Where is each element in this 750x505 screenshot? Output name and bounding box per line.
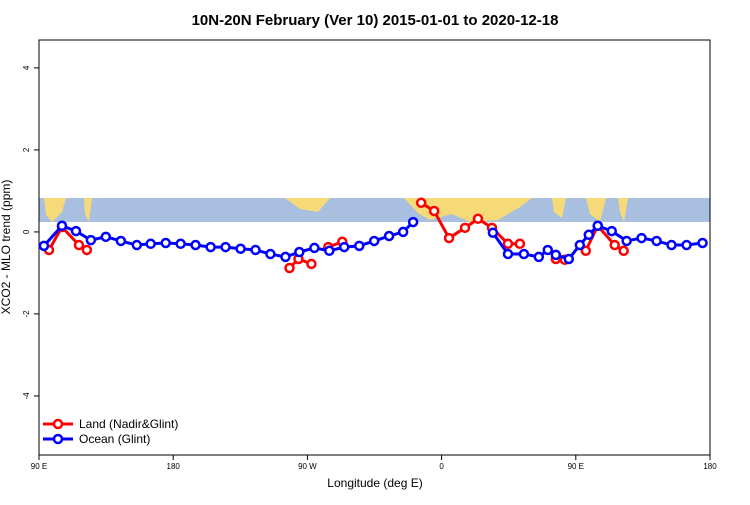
data-point [518, 248, 530, 260]
data-point [205, 241, 216, 253]
legend-label: Land (Nadir&Glint) [79, 417, 178, 431]
data-point [697, 237, 708, 249]
data-point [368, 235, 380, 247]
x-tick-label: 0 [439, 462, 444, 471]
data-point [502, 248, 514, 260]
x-tick-label: 180 [167, 462, 181, 471]
data-point [415, 197, 427, 209]
data-point [609, 239, 620, 251]
data-point [472, 213, 484, 225]
y-tick-label: -4 [22, 392, 31, 400]
data-point [459, 222, 471, 234]
data-point [160, 237, 171, 249]
data-point [621, 235, 632, 247]
legend: Land (Nadir&Glint)Ocean (Glint) [43, 417, 178, 446]
map-land [552, 198, 566, 218]
data-point [592, 220, 603, 232]
data-point [265, 248, 276, 260]
series-line [42, 221, 415, 259]
data-point [487, 227, 499, 238]
data-point [115, 235, 127, 247]
data-point [574, 239, 586, 251]
map-ocean [39, 198, 710, 222]
data-point [100, 231, 112, 243]
data-point [73, 239, 85, 251]
data-point [70, 225, 82, 237]
data-point [407, 216, 419, 228]
data-point [284, 262, 295, 274]
data-point [280, 251, 291, 263]
data-point [636, 232, 647, 244]
x-tick-label: 180 [703, 462, 717, 471]
data-point [533, 251, 545, 263]
data-point [131, 239, 143, 251]
data-point [514, 238, 526, 250]
data-point [580, 245, 592, 257]
y-tick-label: -2 [22, 310, 31, 318]
data-point [235, 243, 246, 254]
data-point [651, 235, 662, 247]
data-point [443, 232, 455, 244]
data-point [338, 241, 350, 253]
data-point [618, 245, 629, 257]
data-point [354, 240, 365, 252]
data-point [175, 238, 186, 250]
chart-title: 10N-20N February (Ver 10) 2015-01-01 to … [192, 12, 559, 29]
data-point [56, 220, 68, 232]
data-point [145, 238, 156, 250]
x-tick-label: 90 E [31, 462, 47, 471]
data-point [397, 226, 409, 238]
map-land [84, 198, 92, 222]
legend-marker [52, 418, 64, 430]
map-land [618, 198, 628, 222]
legend-label: Ocean (Glint) [79, 432, 150, 446]
map-land [285, 198, 330, 212]
data-point [306, 258, 317, 270]
legend-marker [52, 433, 64, 445]
data-point [681, 239, 692, 251]
y-tick-label: 4 [22, 65, 31, 70]
data-point [563, 253, 575, 265]
data-point [666, 239, 677, 251]
data-point [583, 229, 595, 241]
x-tick-label: 90 E [568, 462, 584, 471]
x-axis-label: Longitude (deg E) [327, 476, 422, 490]
data-point [81, 244, 93, 256]
data-point [294, 246, 305, 258]
data-point [428, 205, 440, 217]
data-point [85, 234, 97, 246]
data-point [220, 241, 231, 253]
data-point [550, 249, 562, 261]
y-axis-label: XCO2 - MLO trend (ppm) [0, 180, 13, 315]
data-point [38, 240, 50, 252]
data-point [324, 245, 335, 257]
data-point [502, 238, 514, 250]
y-tick-label: 0 [22, 229, 31, 234]
x-tick-label: 90 W [298, 462, 317, 471]
data-point [606, 225, 617, 237]
map-land [586, 198, 606, 222]
data-point [190, 239, 201, 251]
data-point [383, 230, 395, 242]
data-point [542, 244, 554, 256]
data-point [309, 242, 320, 254]
map-strip [39, 198, 710, 222]
map-land [44, 198, 66, 222]
y-tick-label: 2 [22, 147, 31, 152]
data-point [250, 244, 261, 256]
